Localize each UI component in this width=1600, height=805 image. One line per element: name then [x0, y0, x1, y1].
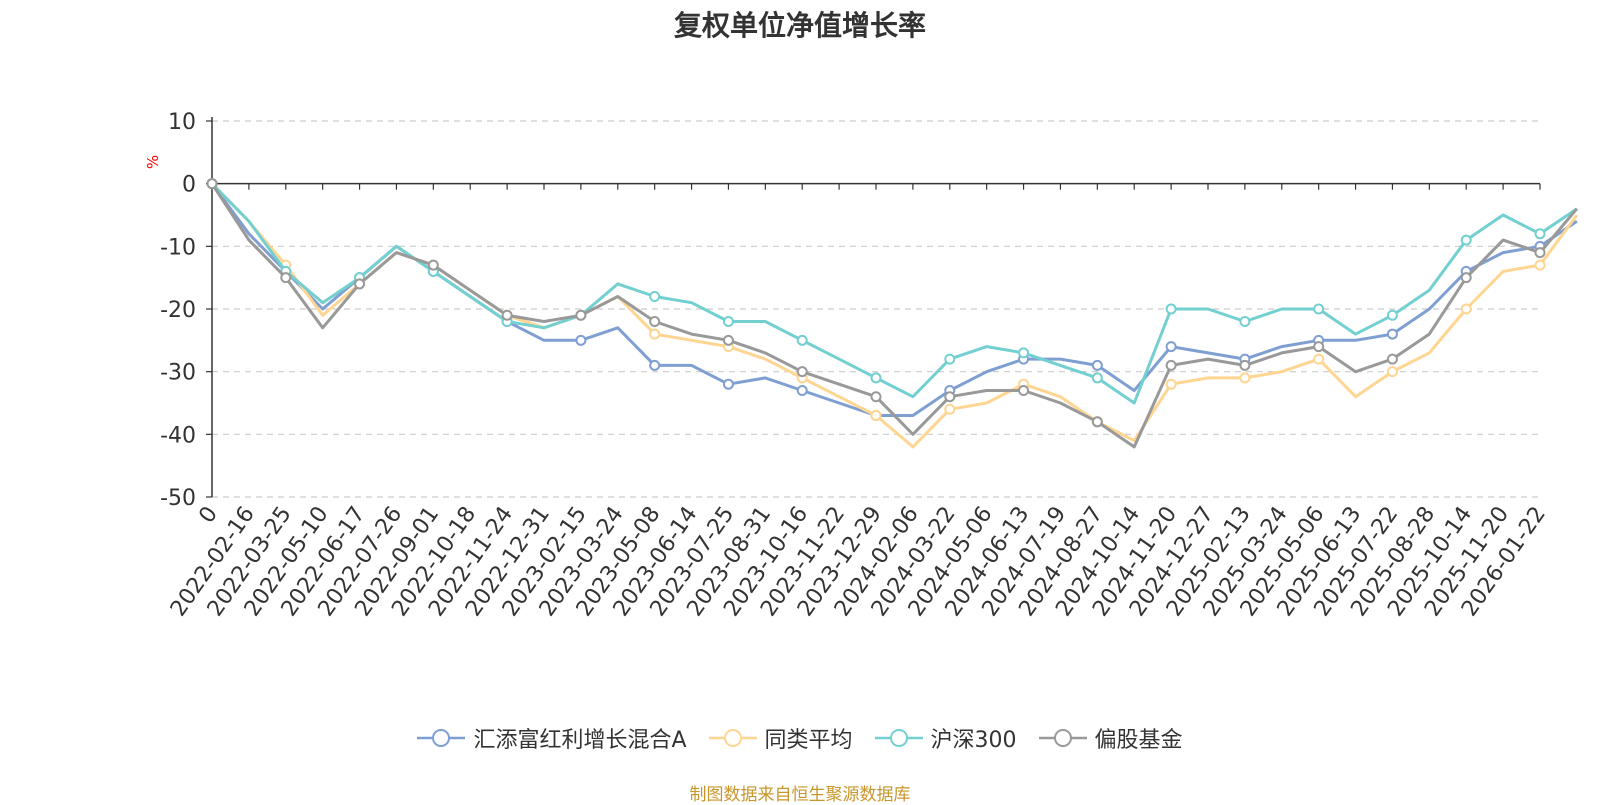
data-point [722, 316, 734, 328]
data-point [1165, 359, 1177, 371]
data-point [1386, 328, 1398, 340]
legend-label: 同类平均 [764, 728, 853, 753]
legend-label: 沪深300 [930, 728, 1017, 753]
tick-labels: 100-10-20-30-40-50%02022-02-162022-03-25… [144, 110, 1551, 621]
data-point [1386, 309, 1398, 321]
series-line [210, 182, 1578, 417]
y-tick-label: -30 [160, 361, 196, 386]
data-point [1460, 272, 1472, 284]
legend-item[interactable]: 偏股基金 [1038, 722, 1183, 754]
y-tick-label: -20 [160, 298, 196, 323]
legend-swatch [874, 729, 923, 747]
series-line [210, 182, 1578, 405]
legend-item[interactable]: 同类平均 [708, 722, 853, 754]
data-point [1534, 247, 1546, 259]
data-point [796, 366, 808, 378]
y-tick-label: -50 [160, 486, 196, 511]
data-source-note: 制图数据来自恒生聚源数据库 [689, 785, 911, 805]
y-axis-label: % [144, 155, 162, 169]
data-point [1386, 366, 1398, 378]
data-point [1091, 372, 1103, 384]
data-point [206, 178, 218, 190]
data-point [1313, 303, 1325, 315]
data-point [649, 316, 661, 328]
legend-swatch [708, 729, 757, 747]
data-point [649, 328, 661, 340]
data-point [1165, 378, 1177, 390]
data-point [1386, 353, 1398, 365]
legend-label: 偏股基金 [1094, 728, 1183, 753]
data-point [1018, 347, 1030, 359]
series-lines [206, 178, 1579, 449]
legend-item[interactable]: 沪深300 [874, 722, 1017, 754]
series-line [210, 182, 1579, 449]
grid-lines [212, 120, 1540, 498]
legend-swatch [1038, 729, 1087, 747]
chart-title: 复权单位净值增长率 [673, 9, 926, 42]
x-tick-label: 0 [194, 502, 223, 528]
data-point [870, 391, 882, 403]
data-point [796, 384, 808, 396]
series-line [210, 182, 1579, 449]
data-point [501, 309, 513, 321]
data-point [649, 290, 661, 302]
data-point [280, 272, 292, 284]
legend-item[interactable]: 汇添富红利增长混合A [417, 722, 687, 754]
data-point [944, 353, 956, 365]
data-point [1460, 234, 1472, 246]
data-point [870, 410, 882, 422]
data-point [1460, 303, 1472, 315]
legend-swatch [417, 729, 466, 747]
data-point [575, 309, 587, 321]
data-point [722, 378, 734, 390]
y-tick-label: -10 [160, 235, 196, 260]
y-tick-label: 10 [168, 110, 196, 135]
data-point [722, 334, 734, 346]
data-point [1534, 259, 1546, 271]
data-point [575, 334, 587, 346]
y-tick-label: 0 [182, 173, 196, 198]
data-point [1239, 359, 1251, 371]
legend: 汇添富红利增长混合A 同类平均 沪深300 偏股基金 [0, 722, 1600, 754]
data-point [1091, 416, 1103, 428]
data-point [796, 334, 808, 346]
data-point [1239, 316, 1251, 328]
data-point [1239, 372, 1251, 384]
y-tick-label: -40 [160, 423, 196, 448]
data-point [944, 403, 956, 415]
data-point [1165, 303, 1177, 315]
data-point [1165, 341, 1177, 353]
data-point [427, 259, 439, 271]
data-point [870, 372, 882, 384]
data-point [354, 278, 366, 290]
legend-label: 汇添富红利增长混合A [473, 728, 687, 753]
data-point [1091, 359, 1103, 371]
axes [206, 117, 1541, 498]
data-point [1534, 228, 1546, 240]
data-point [649, 359, 661, 371]
data-point [1018, 384, 1030, 396]
data-point [1313, 353, 1325, 365]
data-point [944, 391, 956, 403]
data-point [1313, 341, 1325, 353]
